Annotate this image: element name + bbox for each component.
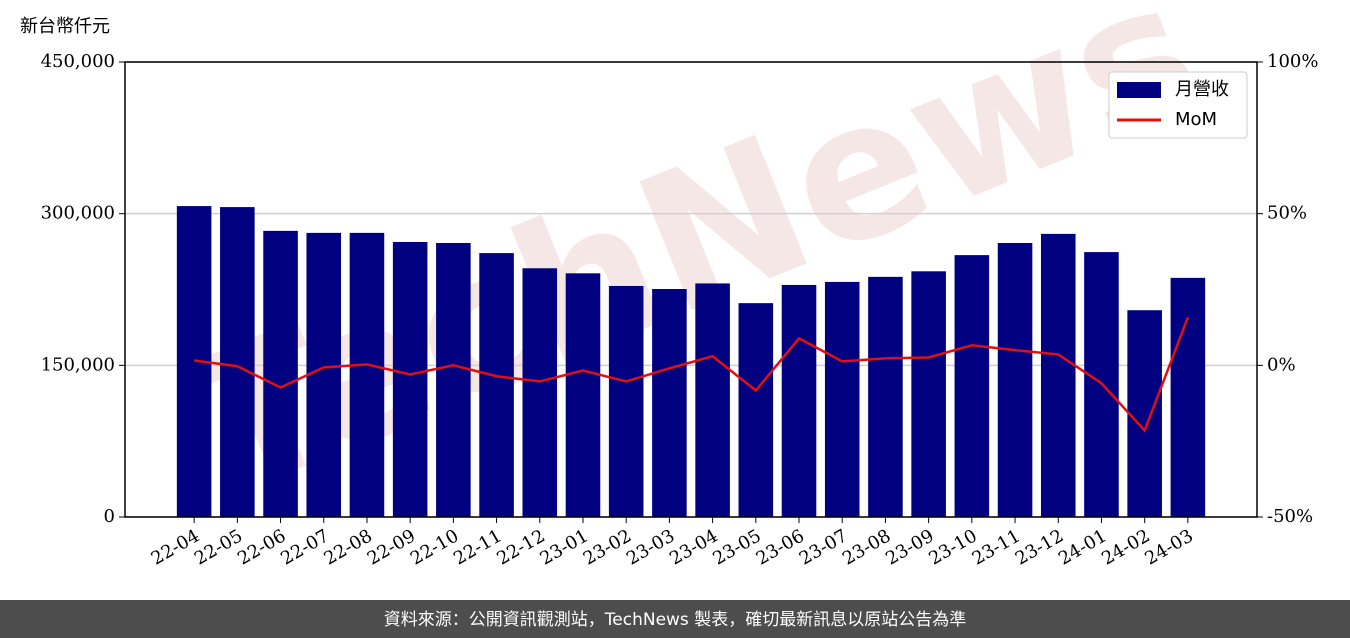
y-axis-title: 新台幣仟元 bbox=[20, 16, 110, 37]
x-tick-label: 23-05 bbox=[709, 525, 764, 569]
x-tick-label: 23-12 bbox=[1012, 525, 1067, 569]
x-tick-label: 23-08 bbox=[839, 525, 894, 569]
x-tick-label: 23-03 bbox=[623, 525, 678, 569]
bar bbox=[392, 241, 428, 517]
x-tick-label: 22-11 bbox=[450, 525, 505, 569]
bar bbox=[436, 242, 471, 517]
x-tick-label: 24-03 bbox=[1141, 525, 1196, 569]
legend-swatch bbox=[1117, 82, 1161, 98]
bar bbox=[652, 288, 687, 517]
footer-bar bbox=[0, 600, 1350, 638]
x-tick-label: 22-12 bbox=[493, 525, 548, 569]
bar bbox=[695, 283, 730, 517]
legend-label: 月營收 bbox=[1175, 79, 1229, 100]
bar bbox=[781, 284, 817, 517]
bar bbox=[608, 285, 644, 517]
bar bbox=[1040, 233, 1076, 517]
y-tick-label: 0 bbox=[104, 506, 115, 527]
x-tick-label: 23-06 bbox=[753, 525, 808, 569]
x-tick-label: 22-08 bbox=[321, 525, 376, 569]
bar bbox=[824, 281, 860, 517]
x-tick-label: 23-02 bbox=[580, 525, 635, 569]
x-tick-label: 22-06 bbox=[234, 525, 289, 569]
y2-tick-label: 100% bbox=[1267, 51, 1318, 72]
x-tick-label: 22-07 bbox=[277, 525, 332, 569]
x-tick-label: 22-09 bbox=[364, 525, 419, 569]
x-tick-label: 23-01 bbox=[537, 525, 592, 569]
bar bbox=[220, 207, 255, 517]
x-tick-label: 22-05 bbox=[191, 525, 246, 569]
bar bbox=[349, 232, 385, 517]
footer-text: 資料來源：公開資訊觀測站，TechNews 製表，確切最新訊息以原站公告為準 bbox=[384, 610, 966, 630]
bar bbox=[1170, 277, 1206, 517]
y2-tick-label: 0% bbox=[1267, 354, 1296, 375]
legend-label: MoM bbox=[1175, 109, 1217, 130]
y-tick-label: 300,000 bbox=[41, 203, 115, 224]
x-tick-label: 23-04 bbox=[666, 525, 721, 569]
x-tick-label: 22-10 bbox=[407, 525, 462, 569]
x-tick-label: 23-11 bbox=[969, 525, 1024, 569]
y2-tick-label: -50% bbox=[1267, 506, 1313, 527]
x-tick-label: 24-02 bbox=[1098, 525, 1153, 569]
y2-tick-label: 50% bbox=[1267, 203, 1307, 224]
bar bbox=[522, 268, 558, 517]
bar bbox=[306, 232, 342, 517]
bar bbox=[868, 276, 903, 517]
x-tick-label: 23-07 bbox=[796, 525, 851, 569]
y-tick-label: 150,000 bbox=[41, 354, 115, 375]
bar bbox=[263, 230, 298, 517]
bar bbox=[565, 273, 601, 517]
y-tick-label: 450,000 bbox=[41, 51, 115, 72]
plot-frame bbox=[124, 61, 1258, 518]
line bbox=[193, 316, 1190, 433]
bar bbox=[911, 271, 946, 517]
bar bbox=[1127, 310, 1162, 517]
x-tick-label: 23-10 bbox=[925, 525, 980, 569]
bar bbox=[997, 242, 1033, 517]
x-tick-label: 24-01 bbox=[1055, 525, 1110, 569]
bar bbox=[479, 253, 514, 517]
bar bbox=[738, 303, 774, 517]
x-tick-label: 23-09 bbox=[882, 525, 937, 569]
x-tick-label: 22-04 bbox=[148, 525, 203, 569]
bar bbox=[954, 255, 990, 517]
